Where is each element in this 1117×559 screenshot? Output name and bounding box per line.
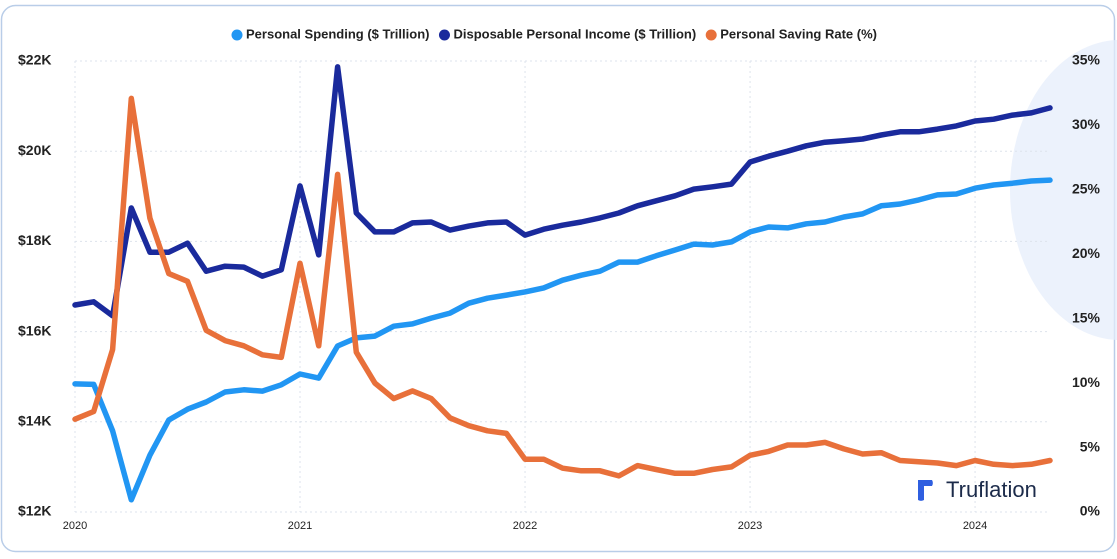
x-tick-label: 2020 [63, 520, 87, 532]
frame [0, 4, 1116, 553]
legend-label: Personal Saving Rate (%) [720, 26, 877, 41]
y2-tick-label: 0% [1080, 503, 1101, 519]
x-tick-label: 2024 [963, 520, 987, 532]
series-line [72, 177, 1053, 503]
y2-tick-label: 10% [1072, 374, 1101, 390]
legend-marker [705, 29, 717, 41]
series-line [72, 95, 1053, 479]
legend-label: Disposable Personal Income ($ Trillion) [453, 26, 696, 41]
y2-tick-label: 15% [1072, 309, 1101, 325]
y2-tick-label: 20% [1072, 245, 1101, 261]
logo-text: Truflation [946, 477, 1037, 502]
lines [72, 64, 1053, 503]
series-line [72, 64, 1053, 319]
y-tick-label: $18K [18, 232, 51, 248]
logo-icon [918, 480, 933, 501]
legend-marker [231, 29, 243, 41]
grid [74, 60, 1050, 513]
x-tick-label: 2023 [738, 520, 762, 532]
logo: Truflation [918, 477, 1037, 502]
y2-tick-label: 35% [1072, 52, 1101, 68]
legend-label: Personal Spending ($ Trillion) [246, 26, 429, 41]
legend-marker [438, 29, 450, 41]
y-tick-label: $20K [18, 142, 51, 158]
y-tick-label: $16K [18, 322, 51, 338]
x-tick-label: 2021 [288, 520, 312, 532]
globe-decoration [1010, 40, 1117, 340]
x-tick-label: 2022 [513, 520, 537, 532]
y-tick-label: $22K [18, 52, 51, 68]
y-tick-label: $14K [18, 413, 51, 429]
y2-tick-label: 25% [1072, 181, 1101, 197]
y2-tick-label: 5% [1080, 438, 1101, 454]
y-tick-label: $12K [18, 503, 51, 519]
y2-tick-label: 30% [1072, 116, 1101, 132]
